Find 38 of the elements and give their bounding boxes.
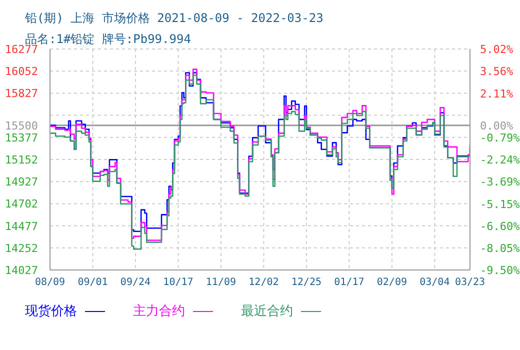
x-tick-label: 02/09	[376, 277, 407, 288]
x-tick-label: 03/23	[454, 277, 486, 288]
chart-title: 铅(期) 上海 市场价格 2021-08-09 - 2022-03-23	[25, 10, 324, 27]
legend-label: 最近合约	[241, 303, 293, 320]
y-tick-label: 15152	[4, 154, 38, 166]
y2-tick-label: -6.60%	[480, 220, 520, 233]
y-tick-label: 16277	[4, 43, 38, 56]
y2-tick-label: -5.15%	[480, 198, 520, 211]
x-tick-label: 11/09	[206, 277, 236, 288]
x-tick-label: 12/02	[248, 277, 279, 288]
legend-label: 主力合约	[133, 303, 185, 320]
y-tick-label: 16052	[4, 65, 38, 78]
y2-tick-label: -8.05%	[480, 242, 520, 255]
y2-tick-label: 5.02%	[480, 43, 514, 56]
y2-tick-label: 0.00%	[480, 119, 514, 132]
x-tick-label: 09/01	[78, 277, 108, 288]
y-tick-label: 14927	[4, 176, 38, 189]
y-tick-label: 14252	[4, 242, 38, 255]
y2-tick-label: -0.79%	[480, 131, 520, 144]
x-tick-label: 12/25	[291, 277, 322, 288]
y-tick-label: 14702	[4, 198, 38, 211]
chart-subtitle: 品名:1#铅锭 牌号:Pb99.994	[25, 31, 192, 46]
y-tick-label: 14477	[4, 220, 38, 233]
y2-tick-label: 3.56%	[480, 65, 514, 78]
y-tick-label: 15500	[4, 119, 38, 132]
y2-tick-label: -3.69%	[480, 176, 520, 189]
x-tick-label: 01/17	[334, 277, 364, 288]
x-tick-label: 08/09	[34, 277, 66, 288]
y-tick-label: 15827	[4, 87, 38, 100]
legend-label: 现货价格	[25, 303, 77, 320]
y2-tick-label: -2.24%	[480, 154, 520, 166]
x-tick-label: 10/17	[163, 277, 194, 288]
y-tick-label: 14027	[4, 264, 38, 277]
y2-tick-label: -9.50%	[480, 264, 520, 277]
x-tick-label: 03/04	[420, 277, 450, 288]
x-tick-label: 09/24	[120, 277, 151, 288]
y-tick-label: 15377	[4, 131, 38, 144]
y2-tick-label: 2.11%	[480, 87, 514, 100]
